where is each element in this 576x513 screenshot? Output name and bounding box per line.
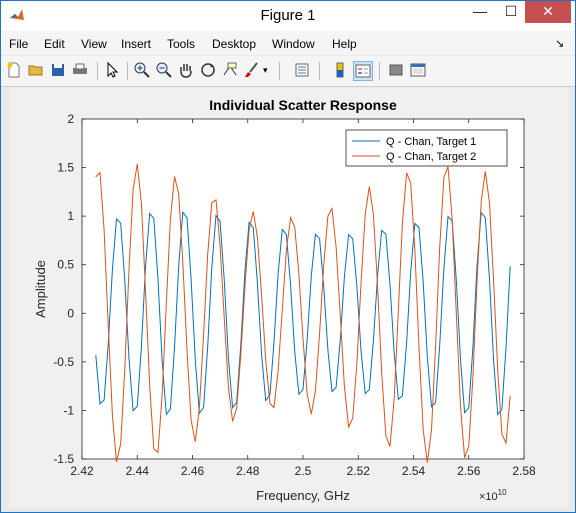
open-file-icon[interactable] — [27, 61, 45, 79]
x-tick-label: 2.5 — [295, 464, 312, 478]
menu-bar: File Edit View Insert Tools Desktop Wind… — [1, 31, 575, 55]
hide-plot-tools-icon[interactable] — [387, 61, 405, 79]
close-button[interactable]: ✕ — [525, 1, 571, 23]
window-title: Figure 1 — [260, 7, 316, 24]
y-tick-label: -0.5 — [53, 355, 74, 369]
print-icon[interactable] — [71, 61, 89, 79]
toolbar-separator — [97, 62, 98, 80]
x-axis-exponent: ×1010 — [479, 488, 507, 503]
y-tick-label: 1 — [67, 209, 74, 223]
x-tick-label: 2.44 — [126, 464, 150, 478]
menu-tools[interactable]: Tools — [167, 37, 196, 51]
link-plot-icon[interactable] — [293, 61, 311, 79]
y-axis-label: Amplitude — [33, 260, 48, 318]
chart-title: Individual Scatter Response — [209, 97, 397, 113]
menu-file[interactable]: File — [9, 37, 29, 51]
toolbar-separator — [279, 62, 280, 80]
legend-box[interactable] — [345, 129, 508, 167]
data-cursor-icon[interactable] — [221, 61, 239, 79]
rotate-icon[interactable] — [199, 61, 217, 79]
y-tick-label: -1 — [63, 403, 74, 417]
y-tick-label: 1.5 — [57, 161, 74, 175]
x-tick-label: 2.54 — [402, 464, 426, 478]
dock-arrow-icon[interactable]: ↘ — [555, 38, 565, 50]
show-plot-tools-icon[interactable] — [409, 61, 427, 79]
brush-icon[interactable] — [243, 61, 261, 79]
x-tick-label: 2.58 — [512, 464, 536, 478]
minimize-button[interactable]: — — [473, 3, 487, 19]
brush-dropdown-icon[interactable]: ▾ — [263, 65, 268, 75]
zoom-in-icon[interactable] — [133, 61, 151, 79]
y-tick-label: 0 — [67, 306, 74, 320]
line-chart[interactable]: Individual Scatter Response Amplitude Fr… — [9, 88, 569, 508]
legend-entry: Q - Chan, Target 2 — [386, 151, 476, 163]
y-tick-label: 0.5 — [57, 258, 74, 272]
x-tick-label: 2.48 — [236, 464, 260, 478]
menu-desktop[interactable]: Desktop — [212, 37, 257, 51]
legend-entry: Q - Chan, Target 1 — [386, 136, 476, 148]
x-tick-label: 2.46 — [181, 464, 205, 478]
x-tick-label: 2.56 — [457, 464, 481, 478]
menu-window[interactable]: Window — [272, 37, 315, 51]
save-icon[interactable] — [49, 61, 67, 79]
menu-insert[interactable]: Insert — [121, 37, 152, 51]
toolbar-separator — [379, 62, 380, 80]
toolbar: ▾ — [1, 56, 575, 87]
series-line-1 — [95, 210, 511, 416]
menu-edit[interactable]: Edit — [44, 37, 65, 51]
colorbar-icon[interactable] — [331, 61, 349, 79]
toolbar-separator — [127, 62, 128, 80]
legend-icon[interactable] — [353, 61, 373, 81]
maximize-button[interactable]: ☐ — [504, 3, 518, 19]
toolbar-separator — [319, 62, 320, 80]
x-tick-label: 2.52 — [347, 464, 371, 478]
title-bar: Figure 1 — ☐ ✕ — [1, 1, 575, 31]
matlab-icon — [10, 9, 24, 20]
x-tick-label: 2.42 — [70, 464, 94, 478]
menu-help[interactable]: Help — [332, 37, 357, 51]
menu-view[interactable]: View — [81, 37, 107, 51]
new-figure-icon[interactable] — [5, 61, 23, 79]
plot-area — [81, 118, 525, 460]
y-tick-label: 2 — [67, 112, 74, 126]
figure-canvas: Individual Scatter Response Amplitude Fr… — [9, 88, 569, 508]
pan-icon[interactable] — [177, 61, 195, 79]
y-tick-label: -1.5 — [53, 452, 74, 466]
series-line-2 — [95, 163, 511, 463]
zoom-out-icon[interactable] — [155, 61, 173, 79]
x-axis-label: Frequency, GHz — [256, 488, 350, 503]
pointer-icon[interactable] — [103, 61, 121, 79]
